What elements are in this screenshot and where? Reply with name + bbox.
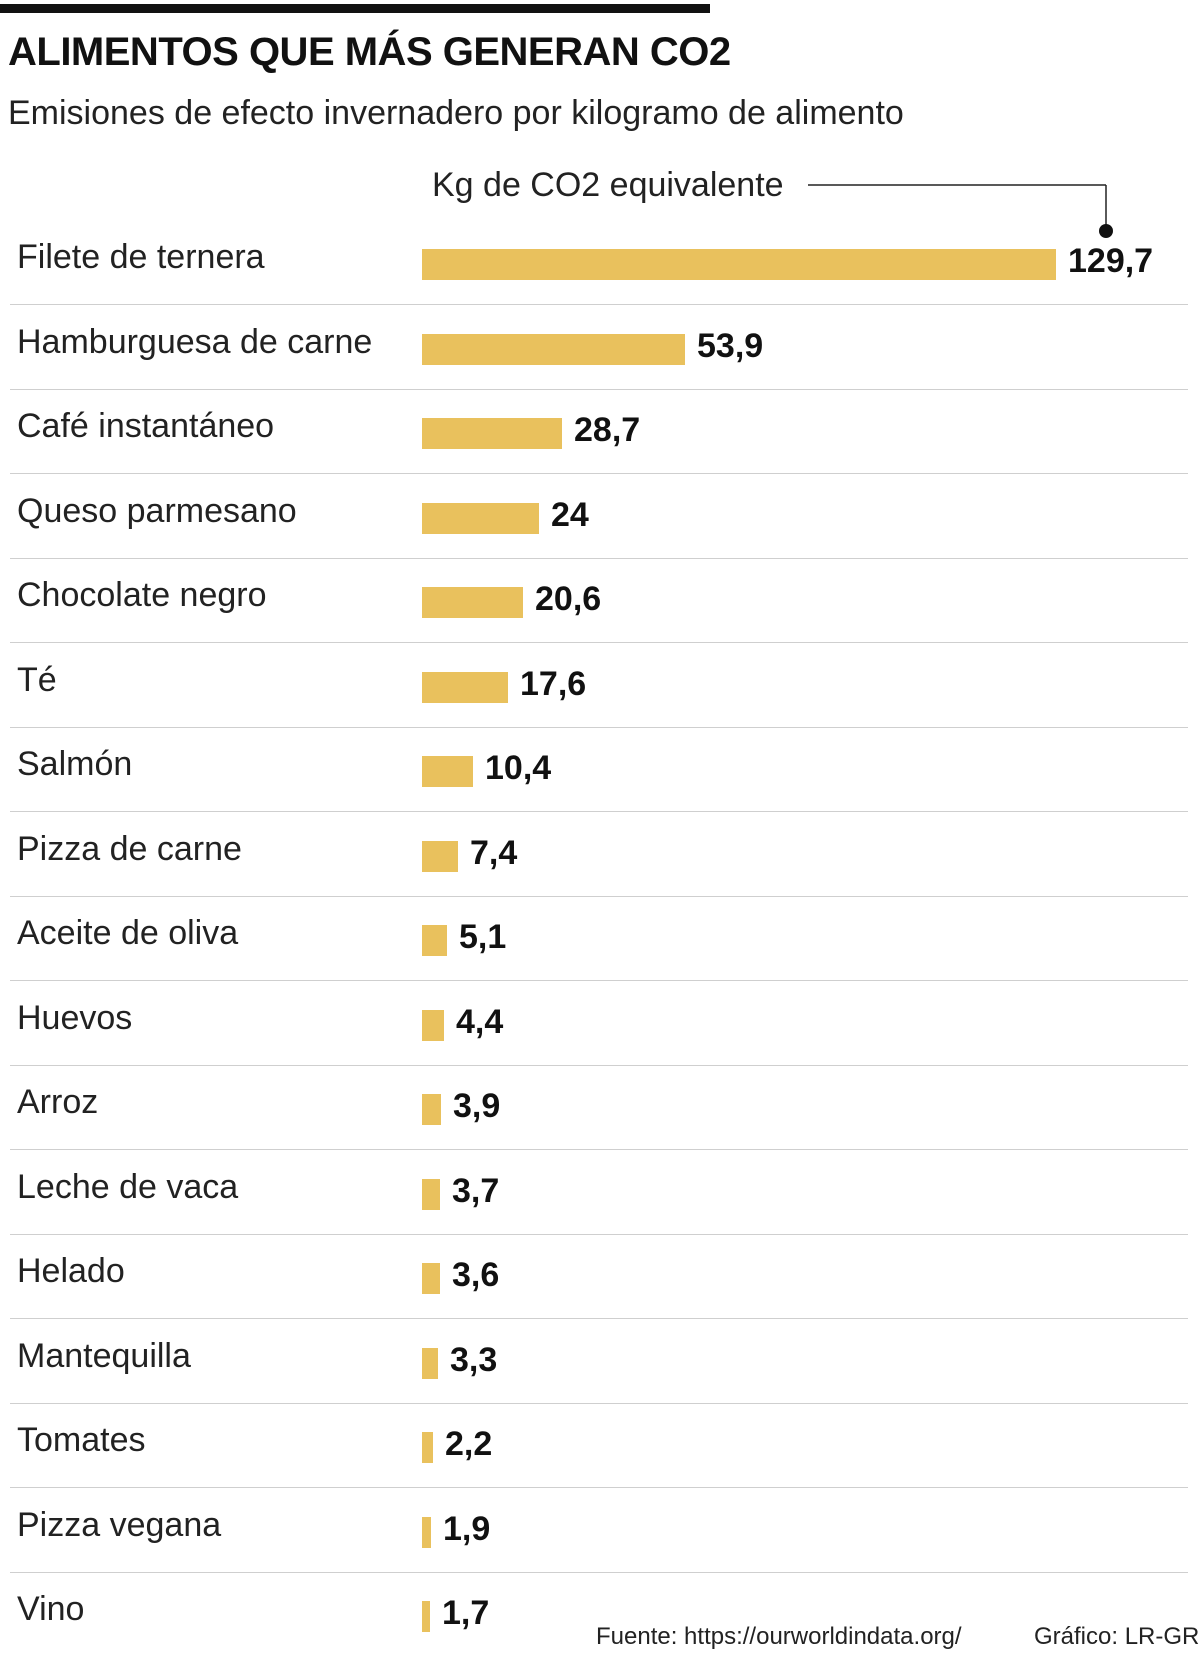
bar-value-label: 20,6 [535,580,602,618]
row-divider [10,1318,1188,1319]
bar [422,756,473,787]
unit-label: Kg de CO2 equivalente [432,166,784,204]
bar [422,587,523,618]
category-label: Arroz [17,1083,99,1121]
category-label: Mantequilla [17,1336,191,1375]
category-label: Leche de vaca [17,1167,239,1206]
graphic-credit: Gráfico: LR-GR [1034,1623,1200,1650]
bar-value-label: 7,4 [470,833,518,872]
bar-value-label: 3,7 [452,1171,500,1210]
bar-value-label: 3,9 [453,1087,501,1125]
row-divider [10,473,1188,474]
row-divider [10,811,1188,812]
bar-value-label: 24 [551,495,589,534]
unit-connector-dot [1099,224,1113,238]
bar-value-label: 1,9 [443,1509,491,1548]
source-note: Fuente: https://ourworldindata.org/ [596,1623,962,1650]
category-label: Queso parmesano [17,491,297,530]
bar [422,1347,438,1379]
category-label: Chocolate negro [17,576,267,614]
bar [422,1263,440,1294]
row-divider [10,1402,1188,1404]
row-divider [10,304,1188,305]
bar-value-label: 28,7 [574,411,641,449]
bar-value-label: 17,6 [520,664,587,703]
bar-value-label: 53,9 [697,326,764,365]
category-label: Vino [17,1590,85,1628]
bar [422,418,562,449]
bar [422,1516,431,1548]
category-label: Tomates [17,1421,146,1459]
category-label: Hamburguesa de carne [17,322,373,361]
category-label: Café instantáneo [17,407,275,445]
row-divider [10,980,1188,981]
row-divider [10,642,1188,643]
bar [422,671,508,703]
category-label: Aceite de oliva [17,914,239,952]
row-divider [10,1233,1188,1235]
chart-subtitle: Emisiones de efecto invernadero por kilo… [8,94,904,132]
bar-value-label: 4,4 [456,1002,504,1041]
category-label: Pizza de carne [17,829,242,868]
category-label: Té [17,660,57,699]
bar-value-label: 5,1 [459,918,507,956]
unit-connector [808,184,1113,238]
row-divider [10,1149,1188,1150]
category-label: Helado [17,1252,125,1290]
bar [422,925,447,956]
bar-value-label: 2,2 [445,1425,493,1463]
bar [422,333,685,365]
row-divider [10,1571,1188,1573]
category-label: Filete de ternera [17,238,265,276]
bar [422,1009,444,1041]
chart-title: ALIMENTOS QUE MÁS GENERAN CO2 [8,30,731,74]
bar [422,502,539,534]
row-divider [10,557,1188,559]
row-divider [10,1064,1188,1066]
row-divider [10,895,1188,897]
bar-value-label: 10,4 [485,749,552,787]
bar-value-label: 1,7 [442,1594,490,1632]
bar [422,1094,441,1125]
bar [422,1601,430,1632]
bar [422,840,458,872]
bar [422,1178,440,1210]
bar-value-label: 3,3 [450,1340,498,1379]
bar-value-label: 129,7 [1068,242,1154,280]
category-label: Huevos [17,998,133,1037]
bar-value-label: 3,6 [452,1256,500,1294]
category-label: Salmón [17,745,133,783]
row-divider [10,726,1188,728]
row-divider [10,388,1188,390]
top-rule [0,4,710,13]
bar [422,1432,433,1463]
category-label: Pizza vegana [17,1505,222,1544]
bar [422,249,1056,280]
row-divider [10,1487,1188,1488]
